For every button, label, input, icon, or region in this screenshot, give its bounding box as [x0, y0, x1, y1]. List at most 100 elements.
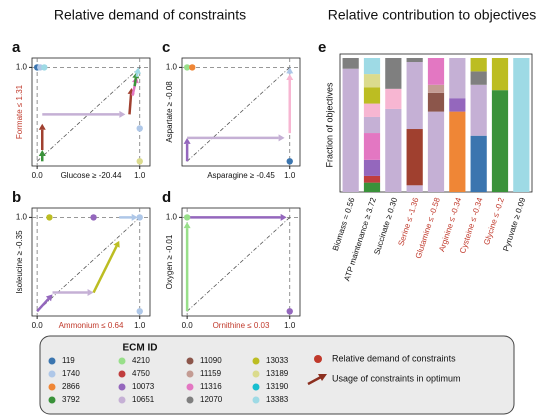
- x-axis-label: Asparagine ≥ -0.45: [207, 171, 275, 180]
- bar-segment: [470, 71, 487, 85]
- bar-segment: [406, 58, 423, 63]
- bar-segment: [470, 135, 487, 192]
- y-tick-label: 1.0: [166, 213, 178, 222]
- bar-segment: [427, 92, 445, 112]
- point: [189, 64, 196, 71]
- legend-swatch: [118, 383, 126, 391]
- y-axis-label: Fraction of objectives: [324, 82, 334, 168]
- x-tick-label: Succinate ≥ 0.30: [372, 196, 399, 256]
- legend-swatch: [252, 370, 260, 378]
- point: [136, 125, 143, 132]
- right-title: Relative contribution to objectives: [328, 7, 537, 23]
- point: [136, 308, 143, 315]
- bar-segment: [491, 90, 509, 192]
- legend-label: 1740: [62, 369, 80, 378]
- panel-label: d: [162, 189, 171, 206]
- bar-segment: [513, 58, 530, 192]
- legend-box: [39, 335, 515, 415]
- x-tick-label: 1.0: [134, 321, 146, 330]
- y-axis-label: Oxygen ≥ -0.01: [165, 234, 174, 289]
- y-tick-label: 1.0: [166, 63, 178, 72]
- legend-swatch: [118, 357, 126, 365]
- bar-segment: [385, 58, 402, 89]
- bar-segment: [491, 58, 509, 91]
- x-axis-label: Ornithine ≤ 0.03: [213, 321, 270, 330]
- legend-swatch: [186, 357, 194, 365]
- legend-label: 11316: [200, 382, 222, 391]
- x-tick-label: 1.0: [134, 171, 146, 180]
- bar-segment: [363, 58, 381, 75]
- point: [183, 214, 191, 221]
- panel-label: c: [162, 39, 170, 56]
- legend-usage-head: [318, 374, 327, 381]
- bar-segment: [470, 58, 487, 72]
- arrow-shaft: [92, 245, 118, 294]
- arrow-head: [113, 240, 120, 248]
- legend-usage-label: Usage of constraints in optimum: [332, 373, 461, 383]
- legend-label: 13383: [266, 395, 289, 404]
- legend-label: 3792: [62, 395, 80, 404]
- bar-segment: [363, 116, 381, 134]
- x-tick-label: Pyruvate ≥ 0.09: [501, 196, 527, 253]
- point: [136, 158, 143, 165]
- x-tick-label: 1.0: [284, 171, 296, 180]
- bar-segment: [427, 84, 445, 93]
- legend-usage-shaft: [307, 375, 322, 386]
- arrow-head: [38, 150, 46, 157]
- legend-swatch: [48, 357, 56, 365]
- arrow-head: [131, 213, 138, 221]
- x-tick-label: 1.0: [284, 321, 296, 330]
- bar-segment: [449, 98, 466, 112]
- arrow-head: [45, 294, 53, 302]
- legend-label: 13190: [266, 382, 289, 391]
- arrow-head: [280, 213, 287, 221]
- x-tick-label: Serine ≤ -1.36: [397, 196, 421, 247]
- legend-swatch: [118, 396, 126, 404]
- legend-swatch: [186, 396, 194, 404]
- bar-segment: [449, 111, 466, 192]
- bar-segment: [449, 58, 466, 99]
- bar-segment: [363, 87, 381, 104]
- bar-segment: [363, 182, 381, 192]
- legend-swatch: [118, 370, 126, 378]
- point: [286, 308, 293, 315]
- arrow-head: [119, 110, 126, 118]
- plot-frame: [181, 57, 301, 167]
- x-tick-label: 0.0: [32, 321, 44, 330]
- x-tick-label: Glycine ≤ -0.2: [482, 196, 506, 246]
- plot-frame: [181, 207, 301, 317]
- legend-swatch: [252, 383, 260, 391]
- x-axis-label: Glucose ≥ -20.44: [61, 171, 122, 180]
- x-axis-label: Ammonium ≤ 0.64: [59, 321, 124, 330]
- x-tick-label: Cysteine ≤ -0.34: [458, 196, 485, 255]
- plot-frame: [31, 207, 151, 317]
- legend-label: 4750: [132, 369, 150, 378]
- point: [183, 64, 191, 71]
- bar-segment: [363, 175, 381, 183]
- legend-swatch: [252, 396, 260, 404]
- bar-segment: [406, 129, 423, 186]
- point: [136, 214, 143, 221]
- x-tick-label: 0.0: [182, 321, 194, 330]
- arrow-head: [87, 289, 94, 297]
- arrow-shaft: [36, 297, 50, 313]
- legend-swatch: [252, 357, 260, 365]
- legend-label: 11090: [200, 356, 222, 365]
- legend-swatch: [48, 383, 56, 391]
- y-tick-label: 1.0: [16, 63, 28, 72]
- left-title: Relative demand of constraints: [54, 7, 246, 23]
- point: [90, 214, 97, 221]
- arrow-head: [134, 67, 141, 75]
- arrow-head: [278, 134, 285, 142]
- bar-segment: [470, 84, 487, 136]
- legend-title: ECM ID: [123, 343, 158, 354]
- y-axis-label: Isoleucine ≥ -0.35: [15, 230, 24, 294]
- y-axis-label: Formate ≤ 1.31: [15, 84, 24, 139]
- legend-swatch: [186, 383, 194, 391]
- legend-label: 13189: [266, 369, 289, 378]
- legend-swatch: [186, 370, 194, 378]
- legend-demand-label: Relative demand of constraints: [332, 353, 456, 363]
- bar-segment: [427, 58, 445, 85]
- arrow-shaft: [128, 93, 133, 115]
